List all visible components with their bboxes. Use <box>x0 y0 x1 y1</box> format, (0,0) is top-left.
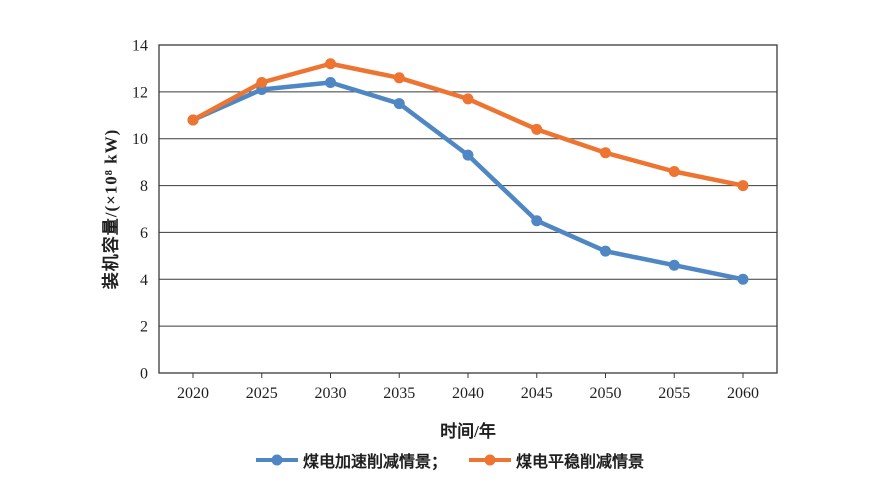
y-tick-label: 14 <box>132 38 148 55</box>
data-point <box>325 76 336 88</box>
series-line-0 <box>190 80 746 282</box>
x-tick-label: 2050 <box>590 385 622 402</box>
legend-label-steady: 煤电平稳削减情景 <box>516 454 645 471</box>
data-point <box>737 180 749 192</box>
legend: 煤电加速削减情景； 煤电平稳削减情景 <box>255 448 644 472</box>
y-tick-label: 12 <box>132 84 148 101</box>
data-point <box>393 72 405 84</box>
data-point <box>600 245 611 257</box>
x-tick-label: 2045 <box>521 385 553 402</box>
x-axis-title: 时间/年 <box>440 422 496 441</box>
x-tick-label: 2055 <box>658 385 690 402</box>
data-point <box>737 273 749 285</box>
x-tick-label: 2040 <box>452 385 484 402</box>
y-tick-label: 2 <box>140 319 148 336</box>
series-line-1 <box>190 61 746 188</box>
x-tick-label: 2060 <box>727 385 759 402</box>
y-axis-title: 装机容量/(×10⁸ kW) <box>101 128 121 290</box>
y-tick-label: 0 <box>140 366 148 383</box>
legend-dot-blue-icon <box>271 454 283 466</box>
legend-dot-orange-icon <box>484 454 496 466</box>
data-point <box>462 93 474 105</box>
data-point <box>187 114 199 126</box>
data-point <box>393 98 405 110</box>
x-tick-label: 2020 <box>177 385 209 402</box>
data-point <box>531 215 543 227</box>
data-point <box>668 166 680 178</box>
y-tick-label: 4 <box>140 272 148 289</box>
legend-line-blue-icon <box>255 454 298 466</box>
data-point <box>600 147 611 159</box>
legend-line-orange-icon <box>469 454 511 466</box>
data-point <box>256 76 268 88</box>
x-tick-label: 2035 <box>383 385 415 402</box>
data-point <box>668 259 680 271</box>
legend-item-accelerated: 煤电加速削减情景； <box>255 448 447 472</box>
x-tick-label: 2025 <box>246 385 278 402</box>
data-point <box>325 58 336 70</box>
data-point <box>462 149 474 161</box>
y-tick-label: 10 <box>132 131 148 148</box>
y-tick-label: 6 <box>140 225 148 242</box>
data-point <box>531 123 543 135</box>
legend-item-steady: 煤电平稳削减情景 <box>469 448 644 472</box>
x-tick-label: 2030 <box>315 385 347 402</box>
legend-label-accelerated: 煤电加速削减情景； <box>302 454 447 471</box>
y-tick-label: 8 <box>140 178 148 195</box>
